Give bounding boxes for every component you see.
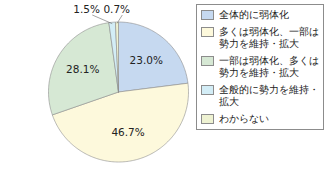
html-text:全般的に勢力を維持・拡大: 全般的に勢力を維持・拡大	[219, 84, 319, 107]
svg-text:0.7%: 0.7%	[103, 3, 130, 15]
html-text:一部は弱体化、多くは勢力を維持・拡大: 一部は弱体化、多くは勢力を維持・拡大	[219, 55, 319, 78]
svg-text:46.7%: 46.7%	[111, 126, 144, 138]
svg-text:23.0%: 23.0%	[130, 54, 163, 66]
html-text:多くは弱体化、一部は勢力を維持・拡大: 多くは弱体化、一部は勢力を維持・拡大	[219, 26, 319, 49]
html-text:全体的に弱体化: 全体的に弱体化	[219, 9, 289, 20]
svg-text:1.5%: 1.5%	[73, 3, 100, 15]
svg-text:28.1%: 28.1%	[66, 63, 99, 75]
html-text:わからない: わからない	[219, 113, 269, 124]
